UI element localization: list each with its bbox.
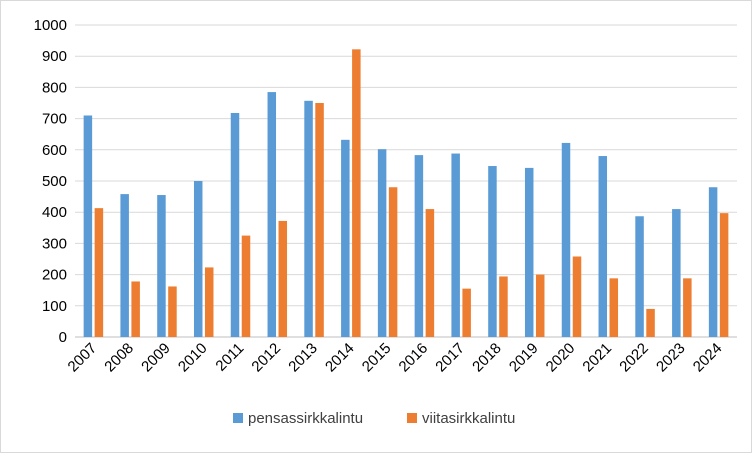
bar-viitasirkkalintu-2011: [241, 235, 251, 337]
x-tick-label: 2009: [138, 340, 174, 376]
bar-viitasirkkalintu-2024: [719, 213, 729, 337]
bar-pensassirkkalintu-2020: [561, 142, 571, 337]
bar-pensassirkkalintu-2017: [451, 153, 460, 337]
y-tick-label: 700: [42, 111, 67, 128]
bar-viitasirkkalintu-2018: [499, 276, 508, 337]
bar-pensassirkkalintu-2023: [672, 209, 681, 337]
x-tick-label: 2020: [543, 340, 579, 376]
bar-pensassirkkalintu-2014: [341, 139, 350, 337]
x-tick-label: 2011: [212, 340, 247, 375]
y-tick-label: 800: [42, 79, 67, 96]
bar-viitasirkkalintu-2017: [462, 288, 471, 337]
bar-viitasirkkalintu-2008: [131, 281, 140, 337]
bar-viitasirkkalintu-2007: [94, 208, 104, 337]
y-tick-label: 1000: [34, 17, 67, 34]
bar-viitasirkkalintu-2014: [352, 49, 361, 337]
x-tick-label: 2023: [653, 340, 689, 376]
y-tick-label: 400: [42, 204, 67, 221]
bar-pensassirkkalintu-2021: [598, 156, 608, 337]
bar-viitasirkkalintu-2010: [204, 267, 214, 337]
x-tick-label: 2008: [101, 340, 137, 376]
bar-pensassirkkalintu-2011: [230, 112, 240, 337]
bar-pensassirkkalintu-2009: [157, 195, 166, 337]
bar-pensassirkkalintu-2019: [524, 167, 534, 337]
x-axis-ticks: 2007 2008 2009 2010 2011 2012 2013 2014 2015 2016…: [65, 340, 726, 376]
y-tick-label: 600: [42, 142, 67, 159]
bar-viitasirkkalintu-2022: [646, 308, 655, 337]
bar-pensassirkkalintu-2024: [708, 187, 718, 337]
x-tick-label: 2016: [396, 340, 432, 376]
x-tick-label: 2013: [285, 340, 321, 376]
gridlines: [75, 24, 737, 338]
bar-pensassirkkalintu-2010: [193, 181, 203, 337]
bar-viitasirkkalintu-2012: [278, 220, 288, 337]
legend-swatch-viitasirkkalintu: [407, 413, 417, 423]
bar-pensassirkkalintu-2013: [304, 100, 313, 337]
y-tick-label: 200: [42, 267, 67, 284]
bars: [83, 49, 729, 337]
x-tick-label: 2017: [432, 340, 468, 376]
bar-pensassirkkalintu-2022: [635, 216, 644, 337]
bar-pensassirkkalintu-2015: [377, 149, 387, 337]
bar-viitasirkkalintu-2013: [315, 103, 324, 337]
bar-pensassirkkalintu-2018: [488, 166, 497, 337]
x-tick-label: 2014: [322, 340, 358, 376]
x-tick-label: 2007: [65, 340, 101, 376]
x-tick-label: 2022: [616, 340, 652, 376]
x-tick-label: 2012: [248, 340, 284, 376]
bar-viitasirkkalintu-2023: [683, 278, 692, 337]
y-tick-label: 0: [59, 329, 67, 346]
x-tick-label: 2024: [690, 340, 726, 376]
legend: pensassirkkalintu viitasirkkalintu: [233, 410, 515, 427]
x-tick-label: 2021: [579, 340, 615, 376]
bar-pensassirkkalintu-2012: [267, 92, 277, 337]
y-tick-label: 300: [42, 235, 67, 252]
x-tick-label: 2018: [469, 340, 505, 376]
bar-viitasirkkalintu-2016: [425, 209, 435, 337]
x-tick-label: 2015: [359, 340, 395, 376]
bar-viitasirkkalintu-2009: [168, 286, 177, 337]
bar-viitasirkkalintu-2015: [388, 187, 398, 337]
legend-label-viitasirkkalintu: viitasirkkalintu: [422, 410, 515, 427]
y-axis-ticks: 0 100 200 300 400 500 600 700 800 900 1000: [34, 17, 67, 346]
x-tick-label: 2019: [506, 340, 542, 376]
legend-swatch-pensassirkkalintu: [233, 413, 243, 423]
bar-pensassirkkalintu-2007: [83, 115, 93, 337]
bar-viitasirkkalintu-2021: [609, 278, 619, 337]
bar-viitasirkkalintu-2020: [572, 256, 582, 337]
y-tick-label: 900: [42, 48, 67, 65]
y-tick-label: 500: [42, 173, 67, 190]
legend-label-pensassirkkalintu: pensassirkkalintu: [248, 410, 363, 427]
bar-pensassirkkalintu-2008: [120, 194, 129, 337]
bar-pensassirkkalintu-2016: [414, 155, 424, 337]
bar-viitasirkkalintu-2019: [535, 274, 545, 337]
y-tick-label: 100: [42, 298, 67, 315]
x-tick-label: 2010: [175, 340, 211, 376]
